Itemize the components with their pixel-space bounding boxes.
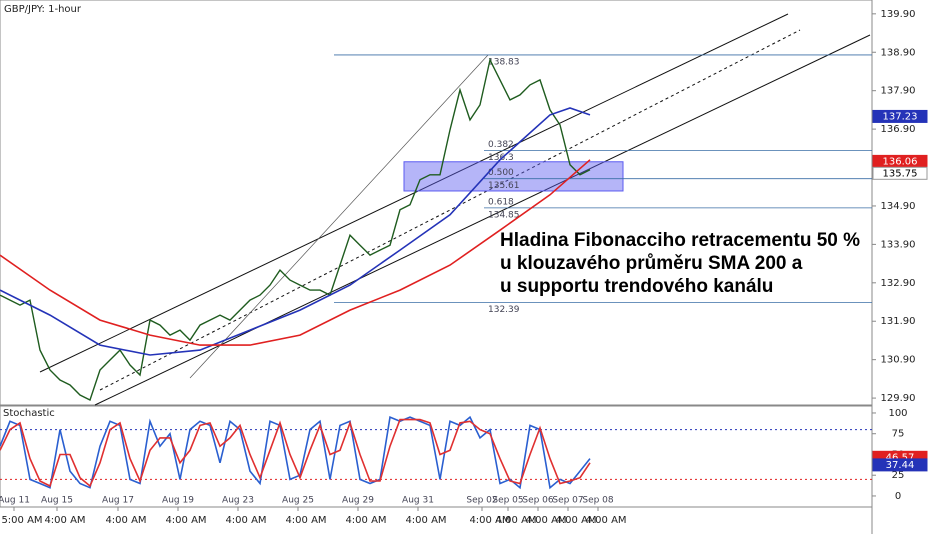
y-tick-label: 133.90 xyxy=(881,239,916,250)
y-tick-label: 129.90 xyxy=(881,393,916,404)
channel-lower xyxy=(94,34,871,406)
x-tick-time: 4:00 AM xyxy=(495,515,536,526)
series-line xyxy=(0,57,591,401)
fib-price: 135.61 xyxy=(488,181,520,191)
fib-zone xyxy=(403,161,624,192)
y-tick-label: 134.90 xyxy=(881,201,916,212)
x-tick-label: Aug 23 xyxy=(222,496,254,506)
x-tick-label: Aug 15 xyxy=(41,496,73,506)
fib-ratio: 0.382 xyxy=(488,140,514,150)
y-tick-label: 138.90 xyxy=(881,47,916,58)
x-tick-label: Aug 11 xyxy=(0,496,30,506)
x-tick-time: 4:00 AM xyxy=(44,515,85,526)
y-tick-label: 131.90 xyxy=(881,316,916,327)
y-tick-label: 132.90 xyxy=(881,278,916,289)
x-tick-label: Sep 08 xyxy=(582,496,614,506)
x-tick-time: 4:00 AM xyxy=(469,515,510,526)
x-tick-label: Sep 02 xyxy=(466,496,497,506)
y-tick-label: 136.90 xyxy=(881,124,916,135)
fib-ratio: 0.618 xyxy=(488,197,514,207)
price-badge-label: 135.75 xyxy=(883,168,918,179)
y-tick-label: 75 xyxy=(892,429,905,440)
x-tick-time: 4:00 AM xyxy=(555,515,596,526)
annotation: Hladina Fibonacciho retracementu 50 % xyxy=(500,230,860,251)
annotation: u klouzavého průměru SMA 200 a xyxy=(500,253,803,274)
channel-middle xyxy=(99,29,801,391)
stoch-title: Stochastic xyxy=(3,408,55,419)
price-badge xyxy=(872,166,928,180)
y-tick-label: 137.90 xyxy=(881,86,916,97)
x-tick-time: 4:00 AM xyxy=(165,515,206,526)
x-tick-label: Aug 19 xyxy=(162,496,194,506)
chart-title: GBP/JPY: 1-hour xyxy=(4,4,82,15)
x-tick-label: Aug 25 xyxy=(282,496,314,506)
fib-ratio: 0.500 xyxy=(488,168,514,178)
y-tick-label: 139.90 xyxy=(881,9,916,20)
x-tick-label: Aug 17 xyxy=(102,496,134,506)
fib-price: 134.85 xyxy=(488,210,520,220)
fib-price: 138.83 xyxy=(488,57,520,67)
series-line xyxy=(0,159,591,346)
x-tick-time: 4:00 AM xyxy=(285,515,326,526)
price-badge-label: 46.57 xyxy=(886,452,915,463)
x-tick-label: Aug 29 xyxy=(342,496,374,506)
x-tick-label: Aug 31 xyxy=(402,496,434,506)
series-line xyxy=(0,107,591,356)
annotation: u supportu trendového kanálu xyxy=(500,276,773,297)
x-tick-time: 4:00 AM xyxy=(525,515,566,526)
price-badge xyxy=(872,458,928,472)
x-tick-time: 5:00 AM xyxy=(1,515,42,526)
price-badge-label: 136.06 xyxy=(883,156,918,167)
fib-price: 132.39 xyxy=(488,305,520,315)
y-tick-label: 0 xyxy=(895,491,901,502)
price-badge-label: 137.23 xyxy=(883,111,918,122)
x-tick-time: 4:00 AM xyxy=(405,515,446,526)
x-tick-time: 4:00 AM xyxy=(105,515,146,526)
x-tick-label: Sep 05 xyxy=(492,496,523,506)
x-tick-time: 4:00 AM xyxy=(225,515,266,526)
x-tick-label: Sep 06 xyxy=(522,496,554,506)
series-line xyxy=(0,418,591,488)
price-badge-label: 37.44 xyxy=(886,460,915,471)
price-badge xyxy=(872,109,928,123)
y-tick-label: 130.90 xyxy=(881,355,916,366)
x-tick-time: 4:00 AM xyxy=(585,515,626,526)
x-tick-time: 4:00 AM xyxy=(345,515,386,526)
y-tick-label: 100 xyxy=(888,408,907,419)
fib-trend xyxy=(189,54,489,379)
x-tick-label: Sep 07 xyxy=(552,496,583,506)
y-tick-label: 25 xyxy=(892,470,905,481)
